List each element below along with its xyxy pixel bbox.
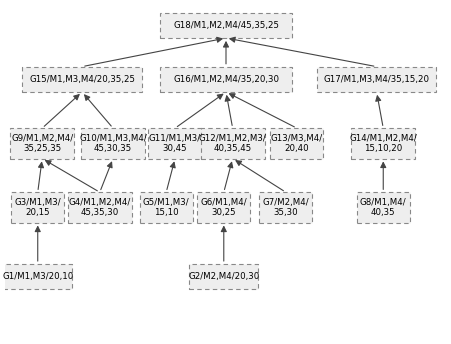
- FancyBboxPatch shape: [159, 13, 292, 38]
- FancyBboxPatch shape: [259, 192, 312, 223]
- Text: G2/M2,M4/20,30: G2/M2,M4/20,30: [188, 272, 259, 281]
- Text: G5/M1,M3/
15,10: G5/M1,M3/ 15,10: [143, 198, 189, 217]
- FancyBboxPatch shape: [159, 67, 292, 92]
- FancyBboxPatch shape: [10, 128, 74, 159]
- Text: G17/M1,M3,M4/35,15,20: G17/M1,M3,M4/35,15,20: [323, 75, 428, 84]
- Text: G6/M1,M4/
30,25: G6/M1,M4/ 30,25: [200, 198, 247, 217]
- FancyBboxPatch shape: [197, 192, 250, 223]
- FancyBboxPatch shape: [68, 192, 132, 223]
- Text: G12/M1,M2,M3/
40,35,45: G12/M1,M2,M3/ 40,35,45: [198, 134, 266, 153]
- Text: G8/M1,M4/
40,35: G8/M1,M4/ 40,35: [359, 198, 405, 217]
- Text: G3/M1,M3/
20,15: G3/M1,M3/ 20,15: [14, 198, 61, 217]
- FancyBboxPatch shape: [81, 128, 145, 159]
- Text: G1/M1,M3/20,10: G1/M1,M3/20,10: [2, 272, 73, 281]
- FancyBboxPatch shape: [200, 128, 264, 159]
- FancyBboxPatch shape: [316, 67, 436, 92]
- Text: G11/M1,M3/
30,45: G11/M1,M3/ 30,45: [149, 134, 201, 153]
- FancyBboxPatch shape: [189, 264, 258, 289]
- FancyBboxPatch shape: [270, 128, 323, 159]
- Text: G10/M1,M3,M4/
45,30,35: G10/M1,M3,M4/ 45,30,35: [79, 134, 147, 153]
- Text: G16/M1,M2,M4/35,20,30: G16/M1,M2,M4/35,20,30: [173, 75, 278, 84]
- Text: G9/M1,M2,M4/
35,25,35: G9/M1,M2,M4/ 35,25,35: [11, 134, 73, 153]
- FancyBboxPatch shape: [148, 128, 201, 159]
- Text: G18/M1,M2,M4/45,35,25: G18/M1,M2,M4/45,35,25: [173, 21, 278, 30]
- Text: G13/M3,M4/
20,40: G13/M3,M4/ 20,40: [270, 134, 322, 153]
- Text: G7/M2,M4/
35,30: G7/M2,M4/ 35,30: [262, 198, 308, 217]
- Text: G15/M1,M3,M4/20,35,25: G15/M1,M3,M4/20,35,25: [29, 75, 135, 84]
- FancyBboxPatch shape: [139, 192, 193, 223]
- FancyBboxPatch shape: [4, 264, 72, 289]
- FancyBboxPatch shape: [22, 67, 142, 92]
- FancyBboxPatch shape: [350, 128, 414, 159]
- Text: G4/M1,M2,M4/
45,35,30: G4/M1,M2,M4/ 45,35,30: [69, 198, 131, 217]
- FancyBboxPatch shape: [356, 192, 409, 223]
- Text: G14/M1,M2,M4/
15,10,20: G14/M1,M2,M4/ 15,10,20: [349, 134, 416, 153]
- FancyBboxPatch shape: [11, 192, 64, 223]
